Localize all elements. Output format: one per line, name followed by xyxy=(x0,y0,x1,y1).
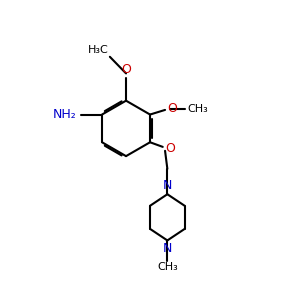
Text: N: N xyxy=(163,179,172,192)
Text: O: O xyxy=(167,102,177,115)
Text: O: O xyxy=(165,142,175,154)
Text: CH₃: CH₃ xyxy=(157,262,178,272)
Text: O: O xyxy=(121,63,131,76)
Text: N: N xyxy=(163,242,172,255)
Text: NH₂: NH₂ xyxy=(53,108,76,121)
Text: H₃C: H₃C xyxy=(88,45,109,55)
Text: CH₃: CH₃ xyxy=(187,104,208,114)
